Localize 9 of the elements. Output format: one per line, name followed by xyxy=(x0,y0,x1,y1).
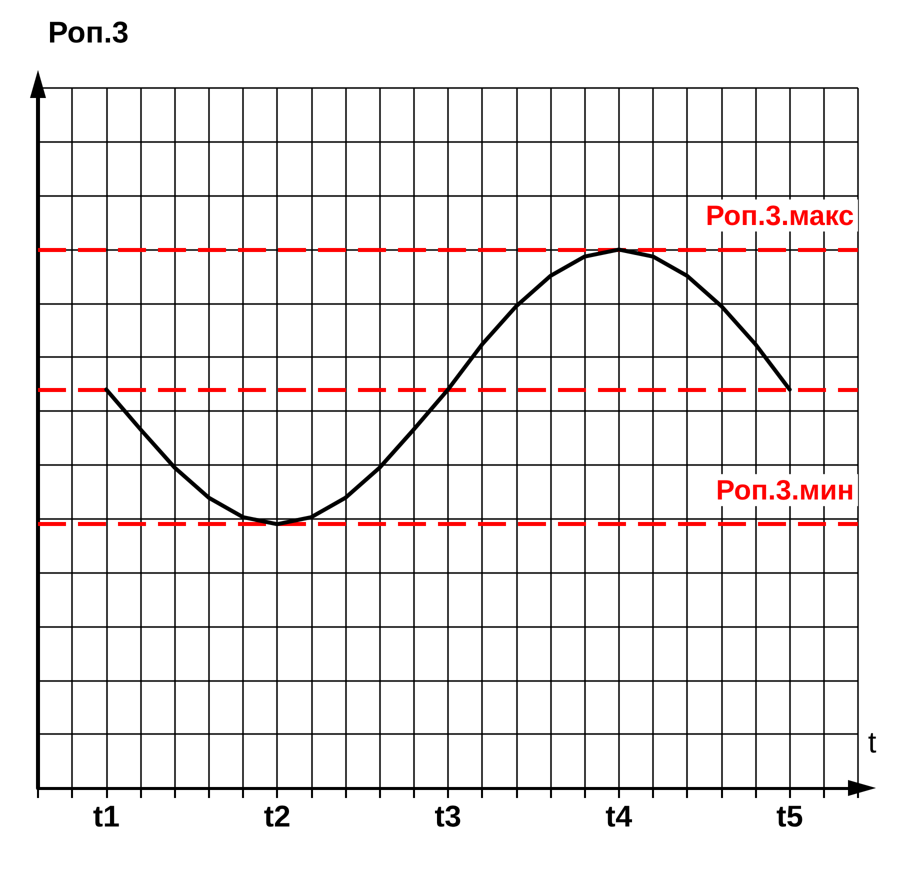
x-tick-label: t4 xyxy=(605,800,632,834)
x-tick-label: t1 xyxy=(92,800,120,834)
ref-line-label: Роп.3.макс xyxy=(706,200,854,232)
x-tick-label: t2 xyxy=(264,800,291,834)
x-tick-label: t3 xyxy=(434,800,462,834)
ref-line-label: Роп.3.мин xyxy=(716,474,854,506)
text: Роп.3 xyxy=(48,16,129,50)
x-axis-title: t xyxy=(868,726,877,760)
x-tick-label: t5 xyxy=(776,800,804,834)
